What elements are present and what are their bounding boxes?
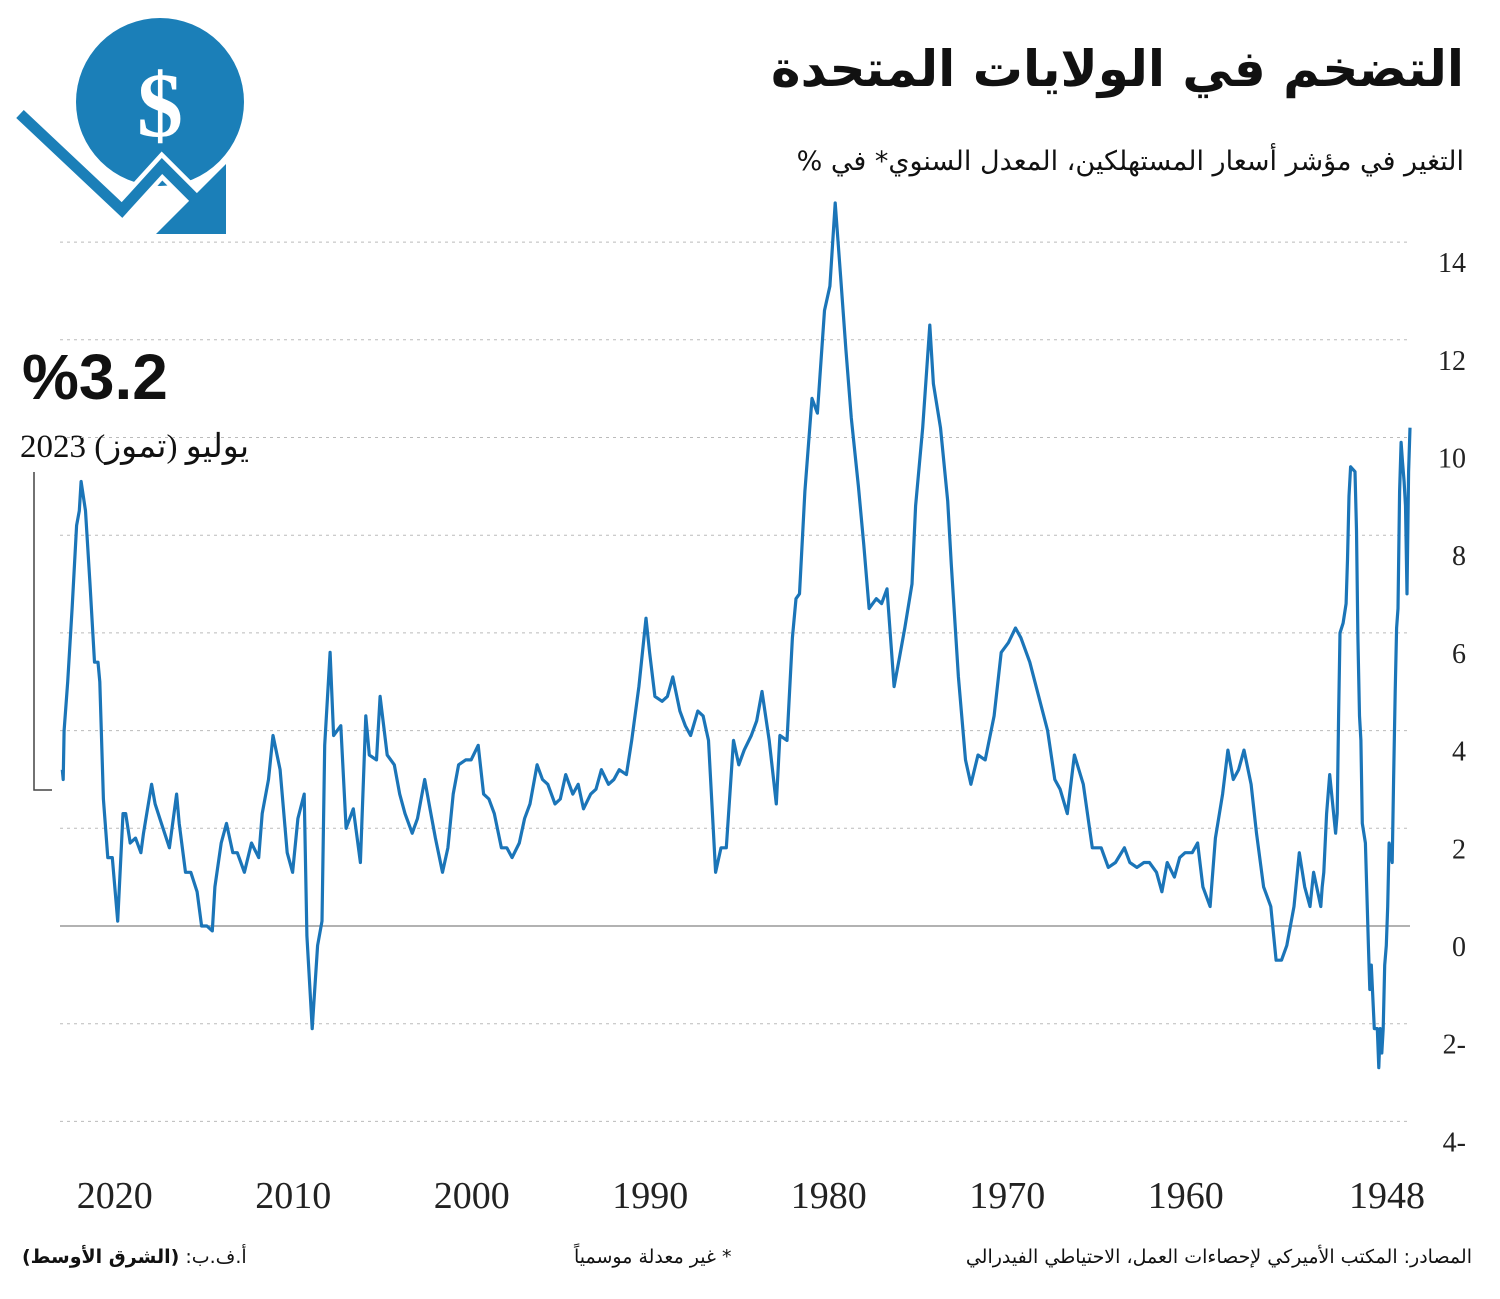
coin-circle-icon [76, 18, 244, 186]
inflation-line-chart: 14 12 10 8 6 4 2 0 2- 4- 2020 2010 2000 1990 1980 1970… [33, 201, 1466, 1217]
credit-name: (الشرق الأوسط) [22, 1246, 180, 1268]
x-tick-label: 1980 [791, 1175, 867, 1217]
y-tick-label: 12 [1438, 346, 1466, 377]
x-tick-label: 2000 [434, 1175, 510, 1217]
latest-date: يوليو (تموز) 2023 [20, 429, 250, 465]
x-tick-label: 1990 [612, 1175, 688, 1217]
y-tick-label: 2- [1443, 1030, 1466, 1061]
footer-sources: المصادر: المكتب الأميركي لإحصاءات العمل،… [965, 1246, 1472, 1268]
chart-title: التضخم في الولايات المتحدة [771, 40, 1465, 98]
y-tick-label: 2 [1452, 834, 1466, 865]
inflation-series-line [60, 201, 1412, 1070]
trend-down-arrow-icon [16, 109, 214, 218]
x-tick-label: 1970 [969, 1175, 1045, 1217]
y-tick-label: 10 [1438, 444, 1466, 475]
y-tick-label: 0 [1452, 932, 1466, 963]
x-tick-label: 2020 [77, 1175, 153, 1217]
y-tick-label: 14 [1438, 248, 1466, 279]
annotation-bracket [33, 472, 52, 791]
arrow-head-icon [156, 164, 226, 234]
credit-prefix: أ.ف.ب: [185, 1246, 247, 1268]
x-tick-label: 1948 [1349, 1175, 1425, 1217]
chart-subtitle: التغير في مؤشر أسعار المستهلكين، المعدل … [796, 146, 1464, 177]
y-tick-label: 4 [1452, 737, 1466, 768]
y-tick-label: 4- [1443, 1127, 1466, 1158]
footer-note: * غير معدلة موسمياً [574, 1246, 732, 1268]
latest-value: %3.2 [22, 341, 168, 413]
dollar-down-trend-icon: $ [14, 18, 244, 234]
x-tick-label: 1960 [1148, 1175, 1224, 1217]
dollar-sign-icon: $ [137, 54, 183, 156]
y-tick-label: 6 [1452, 639, 1466, 670]
y-tick-label: 8 [1452, 541, 1466, 572]
footer-credit: أ.ف.ب: (الشرق الأوسط) [22, 1246, 247, 1268]
x-tick-label: 2010 [255, 1175, 331, 1217]
